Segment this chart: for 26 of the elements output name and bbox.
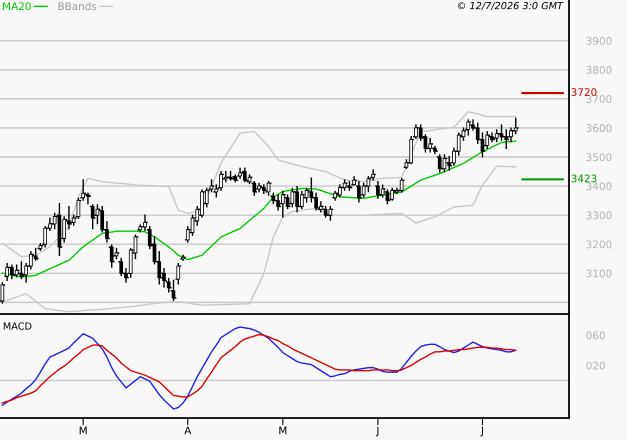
x-tick-label: M [80,426,87,434]
y-tick-label: 3100 [586,270,612,278]
line-series [2,140,516,278]
y-tick-label: 3900 [586,36,612,45]
line-series [2,334,516,404]
y-tick-label: 3700 [586,95,612,103]
ref-line-label: 3720 [572,88,597,96]
y-tick-label: 060 [586,332,605,340]
x-tick-label: A [184,426,192,434]
x-tick-label: J [480,426,483,436]
legend-label: MA20 [3,2,31,10]
text: MACD [4,322,32,330]
y-tick-label: 3300 [586,211,612,220]
annotation: © 12/7/2026 3:0 GMT [458,2,564,10]
x-tick-label: M [279,426,286,434]
y-tick-label: 3500 [586,153,612,162]
y-tick-label: 3800 [586,66,612,74]
x-tick-label: J [376,426,378,436]
legend-label: BBands [58,2,96,10]
candlestick [176,263,180,284]
ref-line-label: 3423 [572,174,596,182]
y-tick-label: 3400 [586,182,612,190]
y-tick-label: 3200 [586,240,612,248]
y-tick-label: 020 [586,362,605,370]
candlestick [0,282,4,304]
y-tick-label: 3600 [586,124,612,132]
